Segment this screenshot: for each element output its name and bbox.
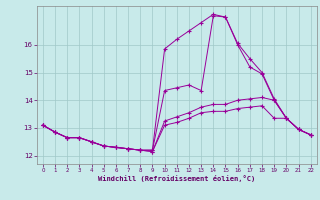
X-axis label: Windchill (Refroidissement éolien,°C): Windchill (Refroidissement éolien,°C) bbox=[98, 175, 255, 182]
